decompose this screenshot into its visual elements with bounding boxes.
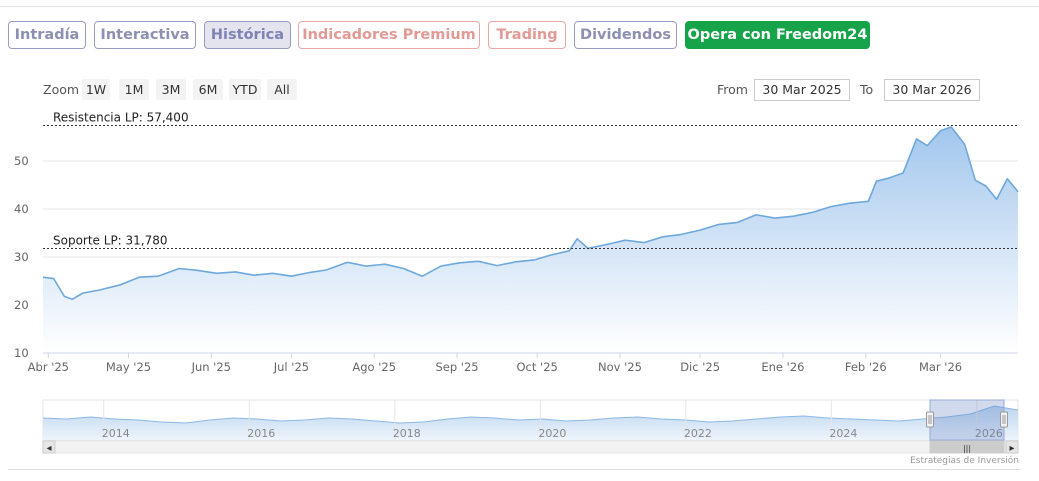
- x-tick-label: Nov '25: [598, 360, 642, 374]
- annotations: Resistencia LP: 57,400 Soporte LP: 31,780: [43, 110, 1018, 249]
- navigator-year-label: 2022: [684, 427, 712, 440]
- range-from-label: From: [717, 82, 748, 97]
- y-axis: 10 20 30 40 50: [14, 154, 29, 360]
- scrollbar[interactable]: ◂ ||| ▸: [42, 440, 1019, 454]
- tab-dividendos[interactable]: Dividendos: [574, 21, 677, 49]
- tab-indicadores-premium[interactable]: Indicadores Premium: [298, 21, 480, 49]
- zoom-1w-button[interactable]: 1W: [82, 79, 110, 100]
- x-tick-label: Abr '25: [28, 360, 69, 374]
- top-border: [0, 6, 1039, 7]
- x-tick-label: Ene '26: [761, 360, 804, 374]
- navigator-year-label: 2018: [393, 427, 421, 440]
- range-to-input[interactable]: 30 Mar 2026: [884, 79, 980, 101]
- price-area: [43, 126, 1018, 354]
- x-tick-label: Ago '25: [352, 360, 396, 374]
- tab-historica[interactable]: Histórica: [204, 21, 291, 49]
- y-tick-label: 50: [14, 154, 29, 168]
- tab-intradia[interactable]: Intradía: [8, 21, 86, 49]
- x-tick-label: Jul '25: [273, 360, 309, 374]
- x-tick-label: Sep '25: [435, 360, 478, 374]
- navigator[interactable]: 2014 2016 2018 2020 2022 2024 2026: [42, 399, 1019, 441]
- navigator-year-label: 2016: [247, 427, 275, 440]
- scroll-grip-icon: |||: [963, 444, 971, 453]
- zoom-all-button[interactable]: All: [267, 79, 297, 100]
- x-tick-label: Feb '26: [845, 360, 887, 374]
- navigator-year-label: 2024: [829, 427, 857, 440]
- x-tick-label: Oct '25: [517, 360, 558, 374]
- zoom-label: Zoom: [43, 82, 80, 97]
- zoom-ytd-button[interactable]: YTD: [229, 79, 261, 100]
- scrollbar-track: [42, 440, 1019, 454]
- support-label: Soporte LP: 31,780: [53, 233, 168, 247]
- navigator-right-handle: [1000, 411, 1008, 428]
- credits-label: Estrategias de Inversión: [910, 456, 1019, 466]
- navigator-year-label: 2020: [538, 427, 566, 440]
- scroll-left-button: [42, 440, 56, 454]
- resistance-label: Resistencia LP: 57,400: [53, 110, 189, 124]
- scrollbar-thumb: [929, 440, 1005, 454]
- x-tick-label: Dic '25: [680, 360, 720, 374]
- zoom-6m-button[interactable]: 6M: [193, 79, 223, 100]
- y-tick-label: 30: [14, 250, 29, 264]
- range-from-input[interactable]: 30 Mar 2025: [754, 79, 850, 101]
- scroll-right-button: [1005, 440, 1019, 454]
- price-line: [42, 126, 1019, 300]
- y-tick-label: 20: [14, 298, 29, 312]
- tab-trading[interactable]: Trading: [488, 21, 566, 49]
- tab-interactiva[interactable]: Interactiva: [94, 21, 196, 49]
- y-tick-label: 10: [14, 346, 29, 360]
- scroll-right-arrow-icon: ▸: [1009, 443, 1014, 454]
- zoom-1m-button[interactable]: 1M: [119, 79, 149, 100]
- scroll-left-arrow-icon: ◂: [46, 443, 51, 454]
- range-to-label: To: [860, 82, 874, 97]
- navigator-selection: [929, 399, 1005, 441]
- area-series: [42, 126, 1019, 354]
- navigator-area: [43, 406, 1018, 440]
- navigator-year-label: 2014: [102, 427, 130, 440]
- x-tick-label: May '25: [106, 360, 151, 374]
- navigator-left-handle: [926, 411, 934, 428]
- navigator-year-label: 2026: [975, 427, 1003, 440]
- bottom-divider: [8, 469, 1021, 470]
- x-axis: Abr '25 May '25 Jun '25 Jul '25 Ago '25 Sep '…: [28, 352, 1018, 374]
- zoom-3m-button[interactable]: 3M: [156, 79, 186, 100]
- x-tick-label: Mar '26: [919, 360, 962, 374]
- x-tick-label: Jun '25: [191, 360, 231, 374]
- opera-con-freedom24-button[interactable]: Opera con Freedom24: [685, 21, 870, 49]
- y-tick-label: 40: [14, 202, 29, 216]
- navigator-line: [42, 405, 1019, 424]
